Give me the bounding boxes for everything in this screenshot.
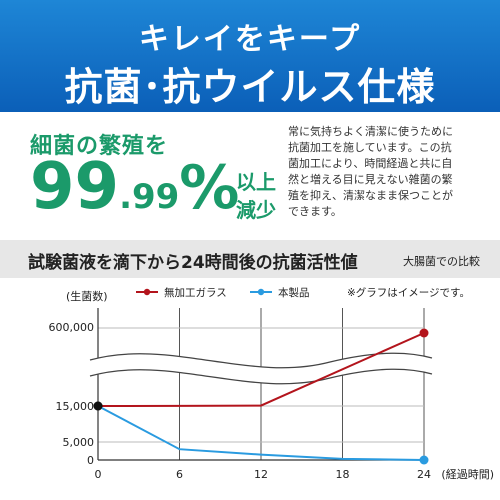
- axis-break-line: [89, 368, 433, 385]
- reduction-rate-decimal: .99: [119, 177, 180, 217]
- y-tick-label: 15,000: [56, 400, 95, 413]
- series-line: [97, 332, 425, 407]
- reduction-rate-percent: %: [179, 153, 240, 223]
- y-tick-label: 0: [87, 454, 94, 467]
- description-text: 常に気持ちよく清潔に使うために 抗菌加工を施しています。この抗 菌加工により、時…: [288, 124, 478, 220]
- chart-section-title: 試験菌液を滴下から24時間後の抗菌活性値: [28, 253, 358, 273]
- chart-section-header: 試験菌液を滴下から24時間後の抗菌活性値 大腸菌での比較: [0, 240, 500, 278]
- description-line: 殖を抑え、清潔なまま保つことが: [288, 189, 453, 202]
- series-line: [97, 405, 425, 461]
- x-tick-label: 0: [95, 468, 102, 481]
- x-tick-label: 6: [176, 468, 183, 481]
- description-line: できます。: [288, 205, 342, 218]
- x-tick-label: 18: [336, 468, 350, 481]
- y-axis-title: (生菌数): [66, 289, 108, 303]
- description-line: 然と増える目に見えない雑菌の繁: [288, 173, 453, 186]
- legend-label: 本製品: [278, 286, 310, 299]
- banner-title: 抗菌･抗ウイルス仕様: [64, 65, 436, 109]
- x-axis-title: (経過時間): [441, 468, 494, 481]
- y-tick-label: 5,000: [63, 436, 95, 449]
- data-point: [419, 455, 429, 465]
- reduction-heading: 細菌の繁殖を: [30, 134, 169, 159]
- axis-break-line: [89, 352, 433, 369]
- reduction-suffix-line2: 減少: [236, 198, 276, 222]
- legend-label: 無加工ガラス: [164, 286, 227, 299]
- x-tick-label: 24: [417, 468, 431, 481]
- reduction-suffix: 以上 減少: [236, 168, 276, 224]
- x-tick-label: 12: [254, 468, 268, 481]
- legend-swatch-marker: [257, 288, 265, 296]
- data-point: [93, 401, 103, 411]
- banner-tagline: キレイをキープ: [138, 22, 362, 57]
- reduction-rate-integer: 99: [30, 150, 120, 224]
- description-line: 常に気持ちよく清潔に使うために: [288, 125, 453, 138]
- reduction-rate: 99.99%: [30, 150, 239, 224]
- header-banner: キレイをキープ 抗菌･抗ウイルス仕様: [0, 0, 500, 112]
- chart-note: ※グラフはイメージです。: [347, 286, 470, 299]
- chart-section-note: 大腸菌での比較: [403, 255, 480, 268]
- y-tick-label: 600,000: [49, 321, 95, 334]
- data-point: [419, 328, 429, 338]
- bacteria-line-chart: 無加工ガラス 本製品 0 5,000 15,000 600,000 0 6 12 18 24 (生菌…: [49, 286, 495, 481]
- description-line: 抗菌加工を施しています。この抗: [288, 141, 452, 154]
- reduction-suffix-line1: 以上: [236, 170, 276, 194]
- axis-break-band: [90, 353, 432, 384]
- legend-swatch-marker: [143, 288, 151, 296]
- description-line: 菌加工により、時間経過と共に自: [288, 157, 453, 170]
